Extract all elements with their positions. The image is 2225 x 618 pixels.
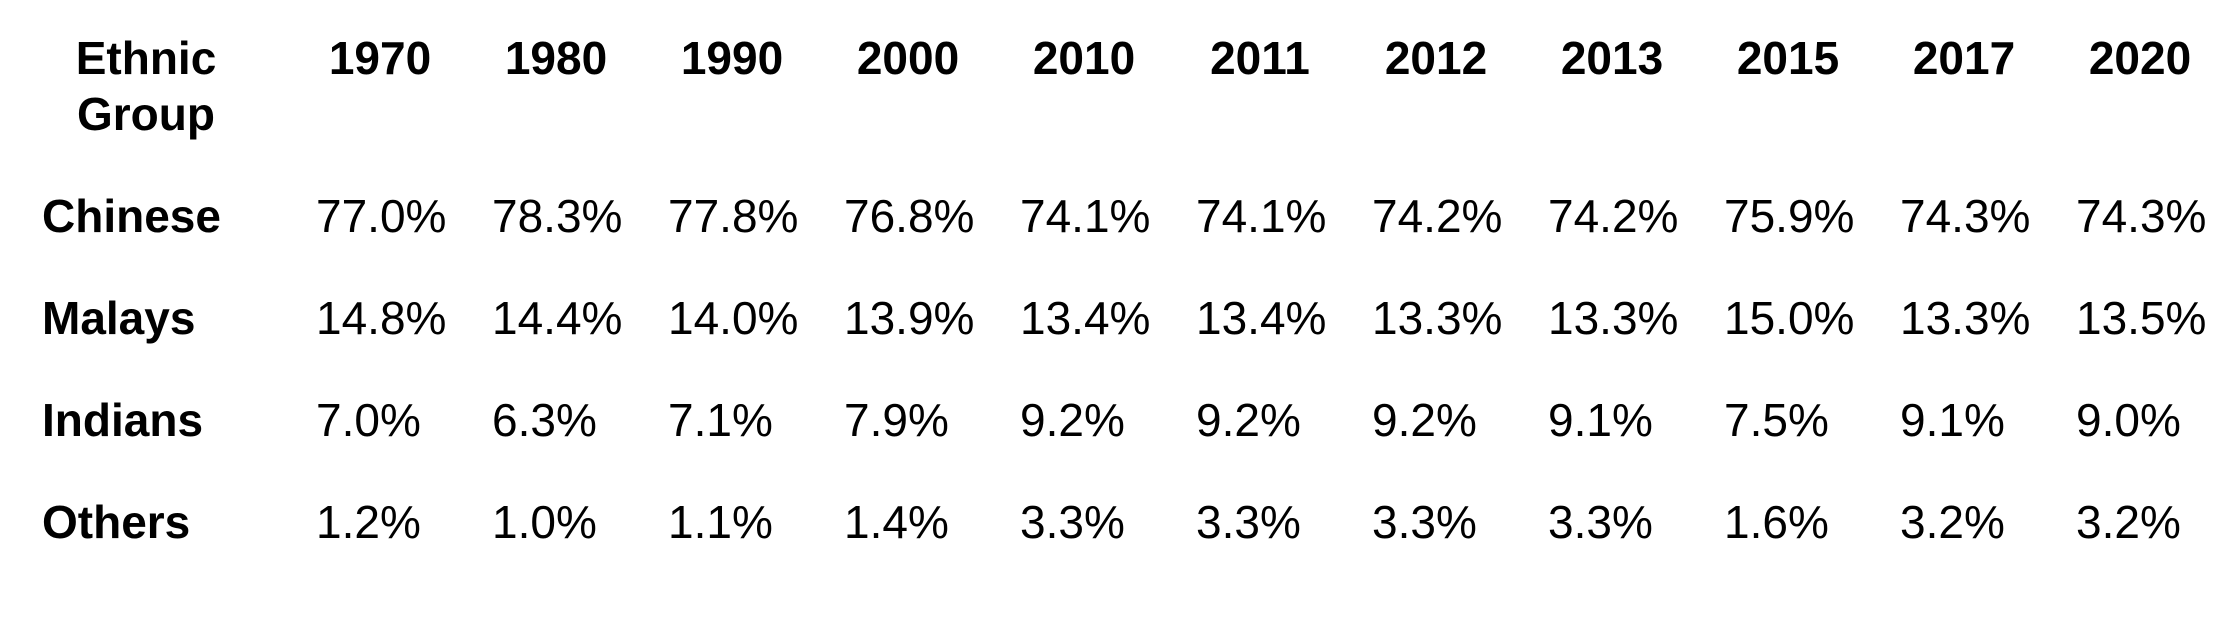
column-header-year-1990: 1990 (680, 32, 784, 84)
percentage-cell: 74.2% (1548, 190, 1679, 242)
column-header-year-2011: 2011 (1210, 32, 1310, 84)
percentage-cell: 75.9% (1724, 190, 1855, 242)
column-header-ethnic-group: Ethnic Group (0, 30, 292, 165)
table-row-malays: Malays 14.8% 14.4% 14.0% 13.9% 13.4% 13.4% 13.3… (0, 267, 2225, 369)
percentage-cell: 9.1% (1548, 394, 1653, 446)
percentage-cell: 13.4% (1020, 292, 1151, 344)
percentage-cell: 3.3% (1196, 496, 1301, 548)
percentage-cell: 3.3% (1372, 496, 1477, 548)
percentage-cell: 14.0% (668, 292, 799, 344)
percentage-cell: 74.1% (1196, 190, 1327, 242)
column-header-year-2000: 2000 (856, 32, 960, 84)
percentage-cell: 74.1% (1020, 190, 1151, 242)
column-header-year-2013: 2013 (1560, 32, 1664, 84)
percentage-cell: 76.8% (844, 190, 975, 242)
percentage-cell: 78.3% (492, 190, 623, 242)
percentage-cell: 13.9% (844, 292, 975, 344)
column-header-year-1980: 1980 (504, 32, 608, 84)
percentage-cell: 1.1% (668, 496, 773, 548)
percentage-cell: 13.5% (2076, 292, 2207, 344)
column-header-year-2012: 2012 (1384, 32, 1488, 84)
table-body: Chinese 77.0% 78.3% 77.8% 76.8% 74.1% 74.1% 74.… (0, 165, 2225, 573)
percentage-cell: 7.9% (844, 394, 949, 446)
percentage-cell: 9.2% (1196, 394, 1301, 446)
ethnic-composition-table: Ethnic Group 1970 1980 1990 2000 2010 2011 201… (0, 30, 2225, 573)
column-header-year-2020: 2020 (2088, 32, 2192, 84)
percentage-cell: 1.6% (1724, 496, 1829, 548)
column-header-year-2010: 2010 (1032, 32, 1136, 84)
percentage-cell: 77.0% (316, 190, 447, 242)
percentage-cell: 9.0% (2076, 394, 2181, 446)
column-header-year-2015: 2015 (1736, 32, 1840, 84)
percentage-cell: 3.3% (1548, 496, 1653, 548)
percentage-cell: 77.8% (668, 190, 799, 242)
row-label-chinese: Chinese (42, 190, 221, 242)
percentage-cell: 13.3% (1900, 292, 2031, 344)
column-header-year-1970: 1970 (328, 32, 432, 84)
row-label-indians: Indians (42, 394, 204, 446)
percentage-cell: 74.2% (1372, 190, 1503, 242)
percentage-cell: 13.3% (1372, 292, 1503, 344)
percentage-cell: 74.3% (2076, 190, 2207, 242)
percentage-cell: 1.0% (492, 496, 597, 548)
percentage-cell: 1.4% (844, 496, 949, 548)
percentage-cell: 3.2% (2076, 496, 2181, 548)
percentage-cell: 1.2% (316, 496, 421, 548)
percentage-cell: 74.3% (1900, 190, 2031, 242)
table-row-indians: Indians 7.0% 6.3% 7.1% 7.9% 9.2% 9.2% 9.2% 9.1% 7… (0, 369, 2225, 471)
percentage-cell: 15.0% (1724, 292, 1855, 344)
header-row: Ethnic Group 1970 1980 1990 2000 2010 2011 201… (0, 30, 2225, 165)
percentage-cell: 9.2% (1372, 394, 1477, 446)
percentage-cell: 7.5% (1724, 394, 1829, 446)
percentage-cell: 7.1% (668, 394, 773, 446)
table-row-chinese: Chinese 77.0% 78.3% 77.8% 76.8% 74.1% 74.1% 74.… (0, 165, 2225, 267)
table-row-others: Others 1.2% 1.0% 1.1% 1.4% 3.3% 3.3% 3.3% 3.3% 1.… (0, 471, 2225, 573)
percentage-cell: 7.0% (316, 394, 421, 446)
percentage-cell: 14.8% (316, 292, 447, 344)
percentage-cell: 9.2% (1020, 394, 1125, 446)
percentage-cell: 3.3% (1020, 496, 1125, 548)
percentage-cell: 6.3% (492, 394, 597, 446)
percentage-cell: 14.4% (492, 292, 623, 344)
row-label-malays: Malays (42, 292, 196, 344)
row-label-others: Others (42, 496, 191, 548)
percentage-cell: 3.2% (1900, 496, 2005, 548)
percentage-cell: 13.4% (1196, 292, 1327, 344)
ethnic-group-header-label: Ethnic Group (75, 32, 217, 140)
percentage-cell: 9.1% (1900, 394, 2005, 446)
column-header-year-2017: 2017 (1912, 32, 2016, 84)
percentage-cell: 13.3% (1548, 292, 1679, 344)
